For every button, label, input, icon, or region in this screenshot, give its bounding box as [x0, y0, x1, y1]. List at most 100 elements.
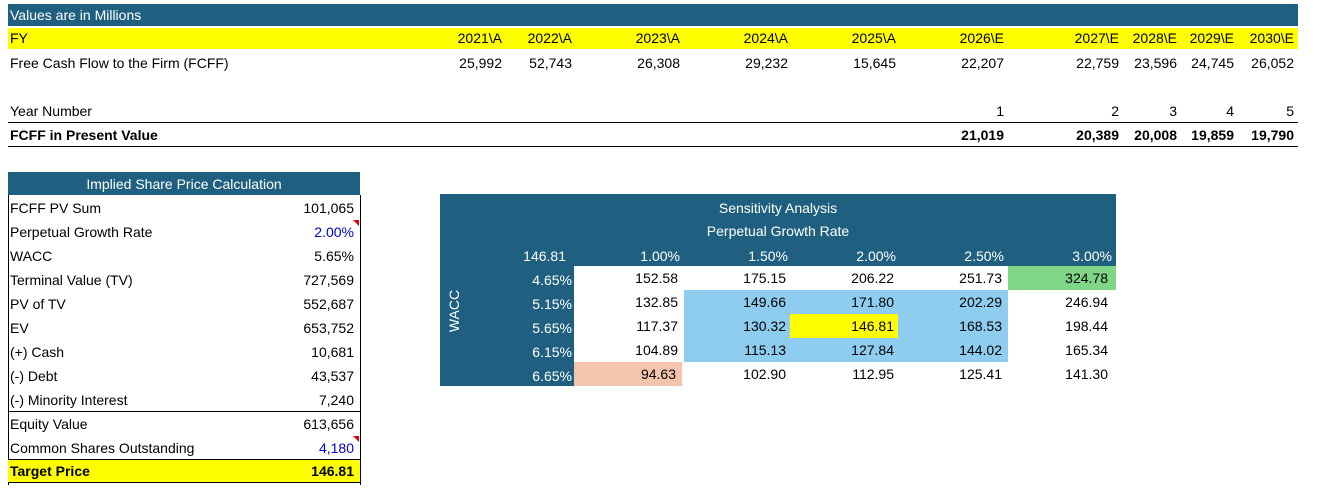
fcff-pv-value[interactable]: 19,790	[1251, 127, 1294, 143]
implied-row-value[interactable]: 2.00%	[314, 224, 354, 240]
fy-year[interactable]: 2023\A	[635, 30, 680, 46]
sensitivity-wacc[interactable]: 6.65%	[532, 368, 572, 384]
sensitivity-cell[interactable]: 175.15	[682, 266, 790, 290]
fy-year[interactable]: 2030\E	[1249, 30, 1294, 46]
sensitivity-wacc[interactable]: 5.15%	[532, 296, 572, 312]
target-price-value[interactable]: 146.81	[311, 463, 354, 479]
implied-row-label: Perpetual Growth Rate	[10, 224, 153, 240]
sensitivity-cell[interactable]: 165.34	[1008, 338, 1116, 362]
sensitivity-wacc[interactable]: 4.65%	[532, 272, 572, 288]
sensitivity-cell[interactable]: 125.41	[898, 362, 1006, 386]
implied-row-value[interactable]: 43,537	[311, 368, 354, 384]
sensitivity-cell[interactable]: 206.22	[790, 266, 898, 290]
implied-row-label: Terminal Value (TV)	[10, 272, 133, 288]
sensitivity-value: 94.63	[640, 366, 676, 382]
sensitivity-corner-value[interactable]: 146.81	[523, 248, 566, 264]
fy-year[interactable]: 2021\A	[457, 30, 502, 46]
implied-row-value[interactable]: 552,687	[303, 296, 354, 312]
implied-row-value[interactable]: 4,180	[318, 440, 354, 456]
fcff-value[interactable]: 23,596	[1134, 55, 1177, 71]
fy-year[interactable]: 2028\E	[1132, 30, 1177, 46]
implied-row: WACC 5.65%	[8, 244, 360, 268]
year-number-value[interactable]: 1	[996, 103, 1004, 119]
fcff-value[interactable]: 15,645	[853, 55, 896, 71]
fy-year[interactable]: 2029\E	[1189, 30, 1234, 46]
fy-row: FY 2021\A 2022\A 2023\A 2024\A 2025\A 20…	[8, 28, 1298, 49]
sensitivity-cell[interactable]: 171.80	[790, 290, 898, 314]
fcff-value[interactable]: 52,743	[529, 55, 572, 71]
table-border	[8, 195, 9, 485]
fcff-pv-value[interactable]: 21,019	[961, 127, 1004, 143]
sensitivity-growth-rate[interactable]: 2.00%	[856, 248, 896, 264]
sensitivity-cell[interactable]: 127.84	[790, 338, 898, 362]
divider	[8, 411, 360, 412]
fcff-pv-value[interactable]: 19,859	[1191, 127, 1234, 143]
year-number-value[interactable]: 2	[1111, 103, 1119, 119]
year-number-value[interactable]: 5	[1286, 103, 1294, 119]
sensitivity-row-header: WACC	[446, 289, 462, 333]
year-number-value[interactable]: 4	[1226, 103, 1234, 119]
implied-row: EV 653,752	[8, 316, 360, 340]
sensitivity-cell[interactable]: 152.58	[574, 266, 682, 290]
comment-indicator-icon[interactable]	[353, 436, 359, 442]
sensitivity-value: 198.44	[1065, 318, 1108, 334]
sensitivity-wacc[interactable]: 5.65%	[532, 320, 572, 336]
sensitivity-cell[interactable]: 144.02	[898, 338, 1006, 362]
sensitivity-cell[interactable]: 112.95	[790, 362, 898, 386]
fy-year[interactable]: 2026\E	[959, 30, 1004, 46]
implied-row-value[interactable]: 10,681	[311, 344, 354, 360]
fy-year[interactable]: 2025\A	[851, 30, 896, 46]
implied-row: FCFF PV Sum 101,065	[8, 196, 360, 220]
fy-year[interactable]: 2024\A	[743, 30, 788, 46]
sensitivity-growth-rate[interactable]: 1.00%	[640, 248, 680, 264]
sensitivity-value: 251.73	[959, 270, 1002, 286]
sensitivity-cell[interactable]: 246.94	[1008, 290, 1116, 314]
implied-row: Perpetual Growth Rate 2.00%	[8, 220, 360, 244]
implied-row-value[interactable]: 5.65%	[314, 248, 354, 264]
sensitivity-cell[interactable]: 141.30	[1008, 362, 1116, 386]
comment-indicator-icon[interactable]	[353, 220, 359, 226]
fcff-pv-value[interactable]: 20,389	[1076, 127, 1119, 143]
implied-row: Common Shares Outstanding 4,180	[8, 436, 360, 460]
sensitivity-cell-base-case[interactable]: 146.81	[790, 314, 898, 338]
fy-year[interactable]: 2027\E	[1074, 30, 1119, 46]
year-number-value[interactable]: 3	[1169, 103, 1177, 119]
implied-price-header: Implied Share Price Calculation	[8, 172, 360, 195]
sensitivity-cell[interactable]: 115.13	[682, 338, 790, 362]
implied-row-value[interactable]: 101,065	[303, 200, 354, 216]
sensitivity-growth-rate[interactable]: 2.50%	[964, 248, 1004, 264]
implied-row-value[interactable]: 613,656	[303, 416, 354, 432]
implied-row-value[interactable]: 7,240	[318, 392, 354, 408]
sensitivity-cell[interactable]: 117.37	[574, 314, 682, 338]
implied-row: PV of TV 552,687	[8, 292, 360, 316]
sensitivity-cell[interactable]: 251.73	[898, 266, 1006, 290]
sensitivity-cell[interactable]: 130.32	[682, 314, 790, 338]
sensitivity-cell[interactable]: 168.53	[898, 314, 1006, 338]
divider	[8, 459, 360, 460]
fcff-value[interactable]: 26,052	[1251, 55, 1294, 71]
sensitivity-cell-max[interactable]: 324.78	[1008, 266, 1116, 290]
fcff-value[interactable]: 22,759	[1076, 55, 1119, 71]
fcff-value[interactable]: 24,745	[1191, 55, 1234, 71]
fcff-pv-value[interactable]: 20,008	[1134, 127, 1177, 143]
implied-row-value[interactable]: 653,752	[303, 320, 354, 336]
sensitivity-wacc[interactable]: 6.15%	[532, 344, 572, 360]
sensitivity-cell[interactable]: 202.29	[898, 290, 1006, 314]
sensitivity-value: 246.94	[1065, 294, 1108, 310]
sensitivity-growth-rate[interactable]: 3.00%	[1072, 248, 1112, 264]
fcff-value[interactable]: 22,207	[961, 55, 1004, 71]
sensitivity-cell[interactable]: 104.89	[574, 338, 682, 362]
sensitivity-cell-min[interactable]: 94.63	[574, 362, 682, 386]
fcff-value[interactable]: 26,308	[637, 55, 680, 71]
sensitivity-cell[interactable]: 132.85	[574, 290, 682, 314]
fcff-value[interactable]: 25,992	[459, 55, 502, 71]
sensitivity-cell[interactable]: 198.44	[1008, 314, 1116, 338]
sensitivity-cell[interactable]: 102.90	[682, 362, 790, 386]
sensitivity-growth-rate[interactable]: 1.50%	[748, 248, 788, 264]
fcff-value[interactable]: 29,232	[745, 55, 788, 71]
implied-row-value[interactable]: 727,569	[303, 272, 354, 288]
implied-row: Terminal Value (TV) 727,569	[8, 268, 360, 292]
implied-row-label: Common Shares Outstanding	[10, 440, 195, 456]
fy-year[interactable]: 2022\A	[527, 30, 572, 46]
sensitivity-cell[interactable]: 149.66	[682, 290, 790, 314]
